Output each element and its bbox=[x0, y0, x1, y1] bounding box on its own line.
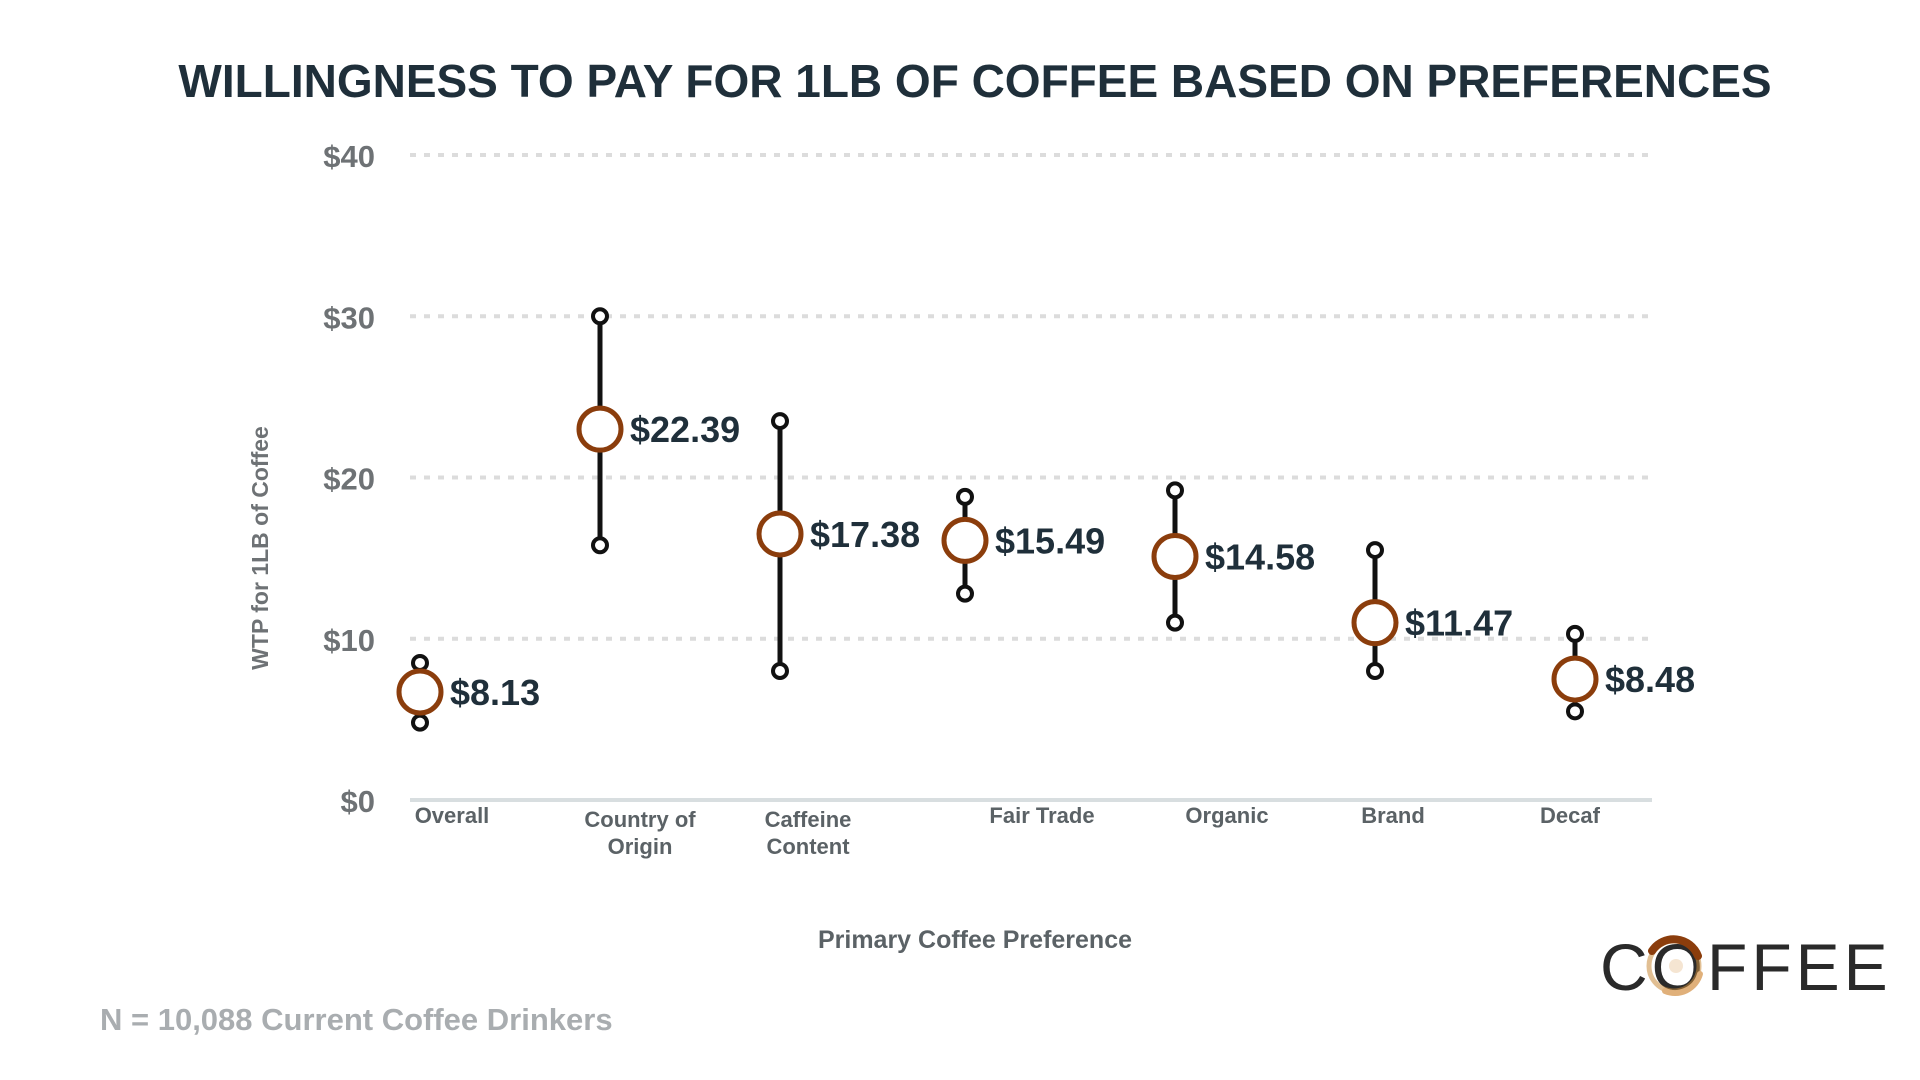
range-high-marker bbox=[771, 412, 789, 431]
x-tick-label: Content bbox=[766, 834, 850, 859]
data-label: $8.13 bbox=[450, 672, 540, 713]
range-low-marker bbox=[771, 662, 789, 680]
y-tick-label: $40 bbox=[323, 139, 375, 174]
value-point bbox=[1351, 599, 1399, 647]
x-axis-label: Primary Coffee Preference bbox=[818, 926, 1132, 954]
range-low-marker bbox=[956, 584, 974, 603]
data-label: $8.48 bbox=[1605, 659, 1695, 700]
range-high-marker bbox=[591, 307, 609, 326]
x-tick-label: Fair Trade bbox=[989, 803, 1094, 828]
x-tick-label: Organic bbox=[1185, 803, 1268, 828]
value-point bbox=[1551, 655, 1599, 703]
data-label: $17.38 bbox=[810, 514, 920, 555]
y-axis-label: WTP for 1LB of Coffee bbox=[247, 426, 273, 670]
y-axis-ticks: $0 $10 $20 $30 $40 bbox=[323, 139, 375, 819]
x-tick-label: Brand bbox=[1361, 803, 1425, 828]
coffee-logo: COFFEE bbox=[1600, 930, 1892, 1004]
y-tick-label: $10 bbox=[323, 623, 375, 658]
range-point-1: $22.39 bbox=[576, 307, 740, 555]
data-label: $22.39 bbox=[630, 409, 740, 450]
value-point bbox=[576, 405, 624, 453]
y-tick-label: $20 bbox=[323, 462, 375, 497]
y-tick-label: $0 bbox=[341, 784, 375, 819]
gridlines bbox=[410, 153, 1652, 641]
range-low-marker bbox=[411, 713, 429, 732]
data-label: $15.49 bbox=[995, 520, 1105, 561]
data-marks: $8.13 $22.39 $17.38 $15.49 $14.58 $11.47 $8.48 bbox=[396, 307, 1695, 732]
y-tick-label: $30 bbox=[323, 300, 375, 335]
x-tick-label: Decaf bbox=[1540, 803, 1601, 828]
range-point-0: $8.13 bbox=[396, 653, 540, 732]
logo-text: COFFEE bbox=[1600, 930, 1892, 1004]
range-point-3: $15.49 bbox=[941, 487, 1105, 603]
range-low-marker bbox=[1566, 702, 1584, 721]
x-tick-label: Caffeine bbox=[765, 807, 852, 832]
value-point bbox=[1151, 533, 1199, 581]
range-high-marker bbox=[1166, 481, 1184, 500]
range-point-6: $8.48 bbox=[1551, 624, 1695, 721]
range-low-marker bbox=[1366, 662, 1384, 680]
value-point bbox=[756, 510, 804, 558]
x-tick-label: Country of bbox=[584, 807, 696, 832]
range-point-4: $14.58 bbox=[1151, 481, 1315, 632]
data-label: $14.58 bbox=[1205, 537, 1315, 578]
range-high-marker bbox=[411, 653, 429, 672]
sample-size-note: N = 10,088 Current Coffee Drinkers bbox=[100, 1002, 613, 1037]
range-point-2: $17.38 bbox=[756, 412, 920, 680]
range-high-marker bbox=[1566, 624, 1584, 643]
range-high-marker bbox=[1366, 541, 1384, 560]
value-point bbox=[941, 516, 989, 564]
range-low-marker bbox=[1166, 613, 1184, 632]
range-low-marker bbox=[591, 536, 609, 555]
x-tick-label: Overall bbox=[415, 803, 490, 828]
value-point bbox=[396, 668, 444, 716]
coffee-ring-icon bbox=[1646, 935, 1703, 996]
range-high-marker bbox=[956, 487, 974, 506]
chart-title: WILLINGNESS TO PAY FOR 1LB OF COFFEE BAS… bbox=[178, 55, 1771, 107]
data-label: $11.47 bbox=[1405, 603, 1513, 644]
range-point-5: $11.47 bbox=[1351, 541, 1513, 680]
x-tick-label: Origin bbox=[608, 834, 673, 859]
